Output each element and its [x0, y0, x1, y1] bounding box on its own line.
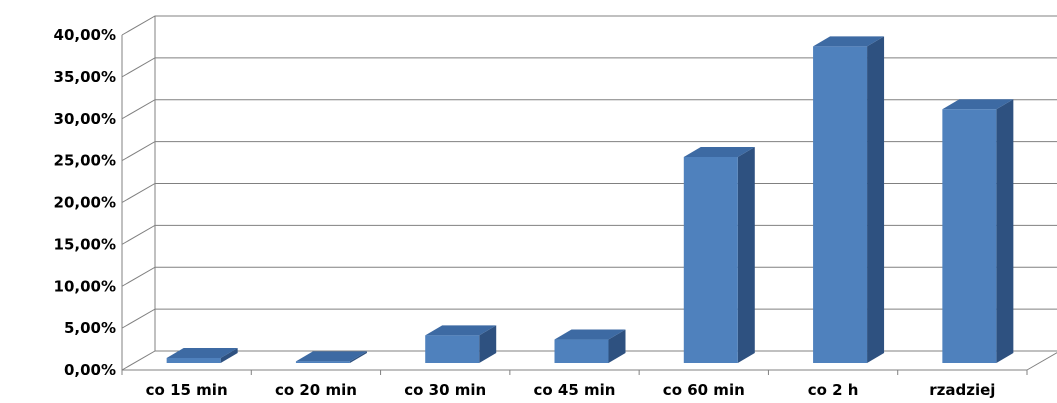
bar-front — [166, 357, 221, 363]
bar — [554, 329, 626, 363]
bar-side — [996, 99, 1014, 364]
y-tick-label: 30,00% — [54, 110, 116, 128]
bar-top — [425, 325, 497, 336]
gridline — [121, 57, 1057, 78]
gridline — [121, 99, 1057, 120]
x-tick-label: co 2 h — [808, 381, 859, 399]
gridline — [121, 350, 1057, 371]
y-tick-label: 35,00% — [54, 68, 116, 86]
gridline — [121, 266, 1057, 287]
bar-top — [813, 36, 885, 47]
y-tick-label: 25,00% — [54, 152, 116, 170]
bar-side — [867, 36, 885, 364]
bars — [166, 36, 1014, 364]
bar — [295, 351, 367, 363]
bar — [683, 146, 755, 363]
bar-front — [683, 156, 738, 363]
floor-right-edge — [1026, 352, 1057, 371]
y-tick-label: 10,00% — [54, 277, 116, 295]
bar-front — [942, 109, 997, 363]
x-axis-labels: co 15 min co 20 min co 30 min co 45 min co 6… — [146, 381, 996, 399]
bar-top — [942, 99, 1014, 110]
x-tick-label: co 45 min — [534, 381, 616, 399]
bar-front — [813, 46, 868, 364]
y-tick-label: 40,00% — [54, 26, 116, 44]
y-tick-label: 15,00% — [54, 235, 116, 253]
x-tick-label: rzadziej — [929, 381, 995, 399]
x-tick-label: co 15 min — [146, 381, 228, 399]
bar-front — [554, 339, 609, 363]
bar-top — [166, 347, 238, 358]
bar-top — [295, 351, 367, 362]
gridlines — [121, 15, 1057, 375]
y-tick-label: 20,00% — [54, 194, 116, 212]
gridline — [121, 308, 1057, 329]
bar — [813, 36, 885, 364]
gridline — [121, 224, 1057, 245]
gridline — [121, 15, 1057, 36]
gridline — [121, 141, 1057, 162]
y-axis-ticks: 0,00% 5,00% 10,00% 15,00% 20,00% 25,00% 30,00%… — [54, 26, 116, 379]
y-tick-label: 5,00% — [64, 319, 116, 337]
x-tick-label: co 20 min — [275, 381, 357, 399]
bar-top — [683, 146, 755, 157]
bar-side — [608, 329, 626, 363]
bar-side — [737, 146, 755, 363]
x-tick-label: co 30 min — [404, 381, 486, 399]
x-tick-label: co 60 min — [663, 381, 745, 399]
bar — [425, 325, 497, 363]
bar-top — [554, 329, 626, 340]
bar — [166, 347, 238, 363]
bar-front — [295, 361, 350, 363]
bar-side — [479, 325, 497, 363]
bar-front — [425, 335, 480, 363]
y-tick-label: 0,00% — [64, 361, 116, 379]
bar-side — [220, 347, 238, 363]
bar — [942, 99, 1014, 364]
gridline — [121, 183, 1057, 203]
bar-side — [349, 351, 367, 363]
